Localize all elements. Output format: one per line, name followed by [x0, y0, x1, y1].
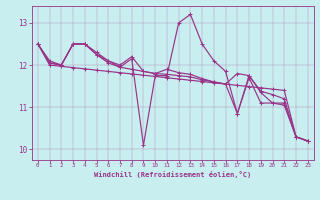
X-axis label: Windchill (Refroidissement éolien,°C): Windchill (Refroidissement éolien,°C) [94, 171, 252, 178]
